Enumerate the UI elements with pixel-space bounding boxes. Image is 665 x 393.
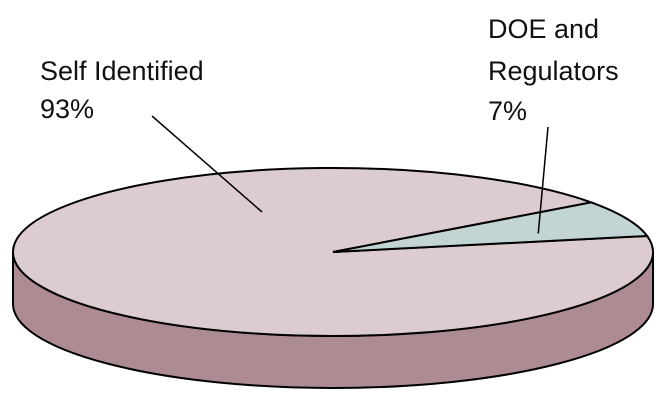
slice-label-doe-and-regulators-line1: DOE and bbox=[488, 14, 599, 44]
slice-value-doe-and-regulators: 7% bbox=[488, 96, 527, 126]
leader-line-self-identified bbox=[151, 115, 263, 213]
pie-slice-doe-and-regulators bbox=[332, 201, 650, 253]
slice-value-self-identified: 93% bbox=[40, 94, 94, 124]
slice-label-self-identified: Self Identified bbox=[40, 56, 204, 86]
leader-line-doe-and-regulators bbox=[537, 126, 549, 234]
slice-label-doe-and-regulators-line2: Regulators bbox=[488, 56, 619, 86]
